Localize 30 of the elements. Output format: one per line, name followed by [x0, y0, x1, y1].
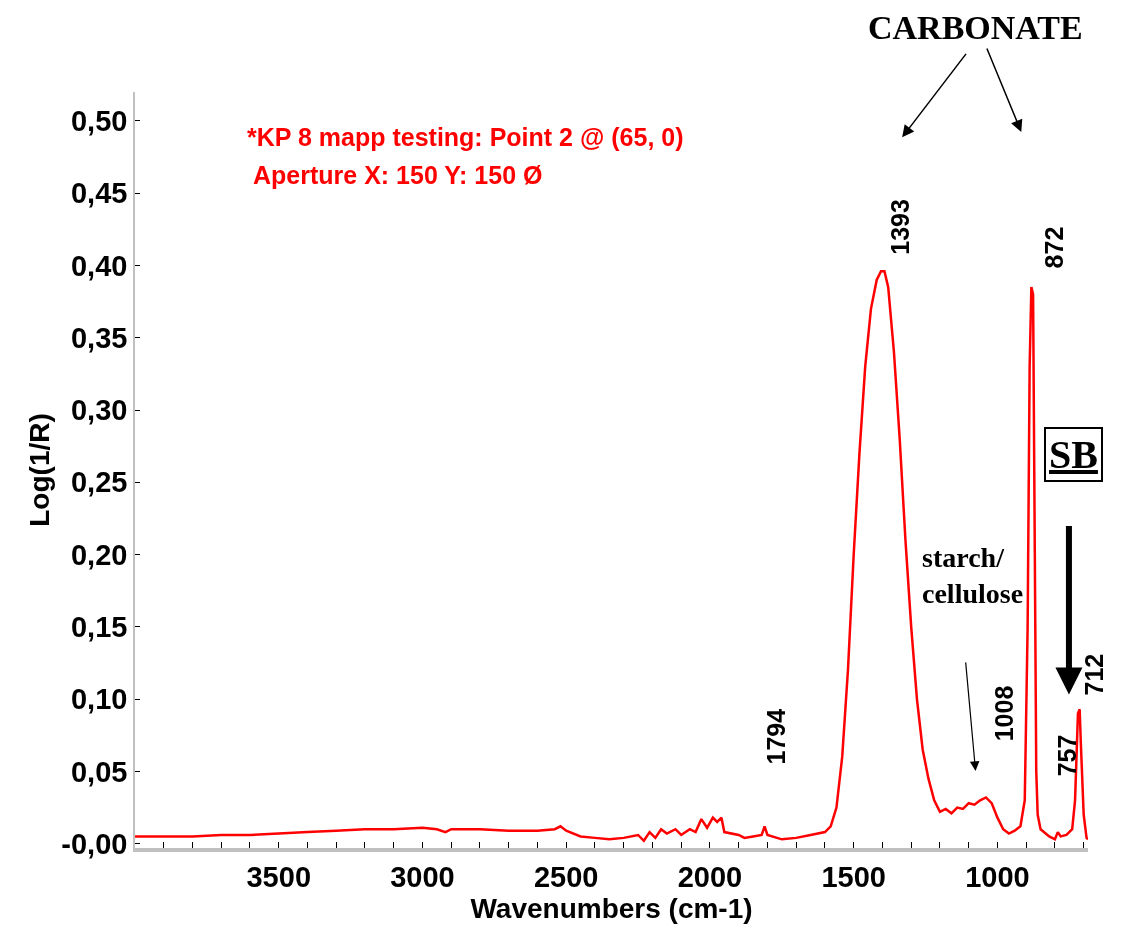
- y-tick-label: 0,45: [71, 177, 128, 210]
- y-tick-label: 0,15: [71, 610, 128, 643]
- y-tick-label: 0,50: [71, 105, 128, 138]
- y-tick-label: 0,05: [71, 755, 128, 788]
- annotation: starch/ cellulose: [922, 542, 1024, 610]
- y-tick-label: -0,00: [61, 827, 128, 860]
- x-tick-label: 2500: [533, 860, 599, 893]
- annotation: 1794: [761, 708, 790, 765]
- x-tick-label: 2000: [677, 860, 743, 893]
- x-tick-label: 3000: [390, 860, 455, 893]
- annotation: 712: [1080, 653, 1109, 696]
- y-tick-label: 0,35: [71, 321, 128, 354]
- y-tick-label: 0,20: [71, 538, 128, 571]
- annotation: 1008: [989, 685, 1018, 742]
- y-axis-title: Log(1/R): [23, 413, 55, 527]
- x-tick-label: 1500: [821, 860, 886, 893]
- x-tick-label: 3500: [246, 860, 311, 893]
- text: Aperture X: 150 Y: 150 Ø: [253, 161, 543, 189]
- annotation: 1393: [886, 199, 915, 255]
- y-tick-label: 0,30: [71, 394, 128, 427]
- annotation: SB: [1049, 432, 1098, 477]
- x-tick-label: 1000: [965, 860, 1030, 893]
- y-tick-label: 0,40: [71, 249, 128, 282]
- text: *KP 8 mapp testing: Point 2 @ (65, 0): [247, 123, 684, 151]
- annotation: 872: [1040, 226, 1069, 269]
- y-tick-label: 0,25: [71, 466, 128, 499]
- x-axis-title: Wavenumbers (cm-1): [470, 892, 753, 924]
- y-tick-label: 0,10: [71, 683, 128, 716]
- text: CARBONATE: [868, 9, 1083, 46]
- annotation: 757: [1053, 734, 1082, 777]
